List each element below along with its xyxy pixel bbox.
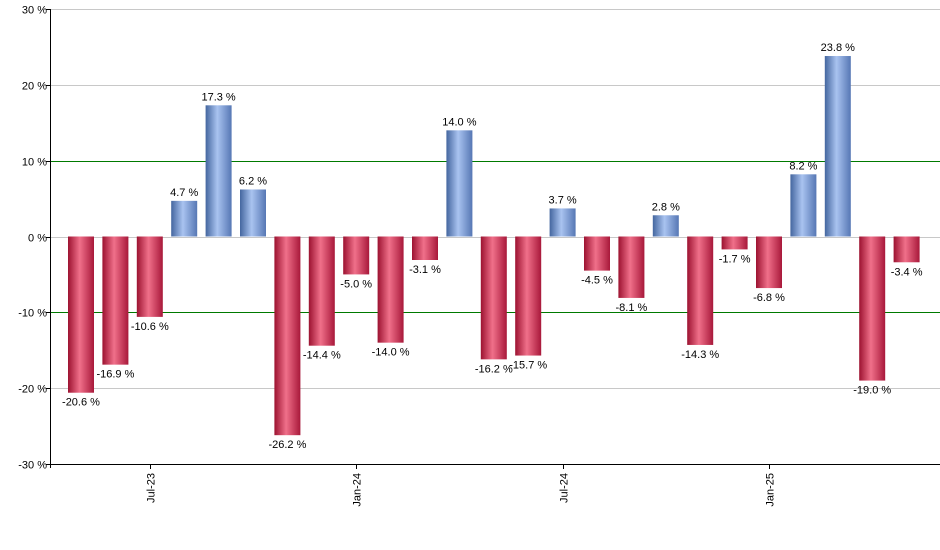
data-label: 2.8 %: [652, 201, 680, 213]
data-label: -3.1 %: [409, 264, 441, 276]
data-label: -6.8 %: [753, 292, 785, 304]
bar-positive: [652, 215, 679, 237]
data-label: 4.7 %: [170, 187, 198, 199]
y-tick-label: -20 %: [18, 384, 47, 396]
x-tick-label: Jul-23: [146, 473, 158, 503]
bar-negative: [859, 236, 886, 381]
bar-negative: [274, 236, 301, 436]
y-tick-label: -10 %: [18, 308, 47, 320]
bar-negative: [721, 236, 748, 250]
data-label: -26.2 %: [268, 439, 306, 451]
bar-positive: [240, 189, 266, 237]
bar-negative: [515, 236, 542, 356]
bar-negative: [343, 236, 370, 275]
bar-negative: [412, 236, 438, 261]
y-tick-label: 30 %: [22, 5, 47, 17]
x-tick-label: Jan-25: [765, 473, 777, 507]
data-label: -19.0 %: [853, 385, 891, 397]
bar-negative: [377, 236, 404, 343]
bar-negative: [618, 236, 645, 298]
x-tick-label: Jul-24: [559, 473, 571, 503]
bar-negative: [584, 236, 610, 271]
data-label: -14.4 %: [303, 350, 341, 362]
data-label: 8.2 %: [789, 160, 817, 172]
data-label: 3.7 %: [549, 194, 577, 206]
data-label: -15.7 %: [509, 360, 547, 372]
data-label: 17.3 %: [201, 91, 235, 103]
data-label: -14.3 %: [681, 349, 719, 361]
bar-negative: [480, 236, 507, 360]
bar-positive: [549, 208, 576, 237]
data-label: -10.6 %: [131, 321, 169, 333]
y-tick-label: 20 %: [22, 81, 47, 93]
data-label: -8.1 %: [616, 302, 648, 314]
data-label: 14.0 %: [442, 116, 476, 128]
bar-positive: [205, 105, 232, 237]
bar-negative: [102, 236, 129, 365]
bar-positive: [446, 130, 473, 237]
bar-negative: [308, 236, 335, 346]
bar-positive: [171, 200, 198, 237]
axes: 30 % 20 % 10 % 0 % -10 % -20 % -30 % Jul-23 Jan-…: [18, 5, 940, 507]
data-label: -16.2 %: [475, 363, 513, 375]
data-label: -5.0 %: [340, 278, 372, 290]
bar-negative: [68, 236, 94, 393]
data-label: -20.6 %: [62, 397, 100, 409]
data-label: -3.4 %: [891, 266, 923, 278]
y-tick-label: 0 %: [28, 233, 47, 245]
bar-negative: [136, 236, 163, 317]
bar-positive: [824, 56, 851, 237]
data-label: -16.9 %: [96, 369, 134, 381]
data-label: 6.2 %: [239, 175, 267, 187]
y-tick-label: 10 %: [22, 157, 47, 169]
bar-negative: [687, 236, 714, 345]
y-tick-label: -30 %: [18, 460, 47, 472]
data-label: -1.7 %: [719, 253, 751, 265]
bar-negative: [893, 236, 920, 263]
data-labels: -20.6 % -16.9 % -10.6 % 4.7 % 17.3 % 6.2 % -26…: [62, 42, 923, 451]
bar-positive: [790, 174, 817, 237]
data-label: -14.0 %: [372, 347, 410, 359]
data-label: 23.8 %: [821, 42, 855, 54]
data-label: -4.5 %: [581, 275, 613, 287]
bars: [68, 56, 920, 436]
bar-negative: [756, 236, 782, 289]
x-tick-label: Jan-24: [352, 473, 364, 507]
